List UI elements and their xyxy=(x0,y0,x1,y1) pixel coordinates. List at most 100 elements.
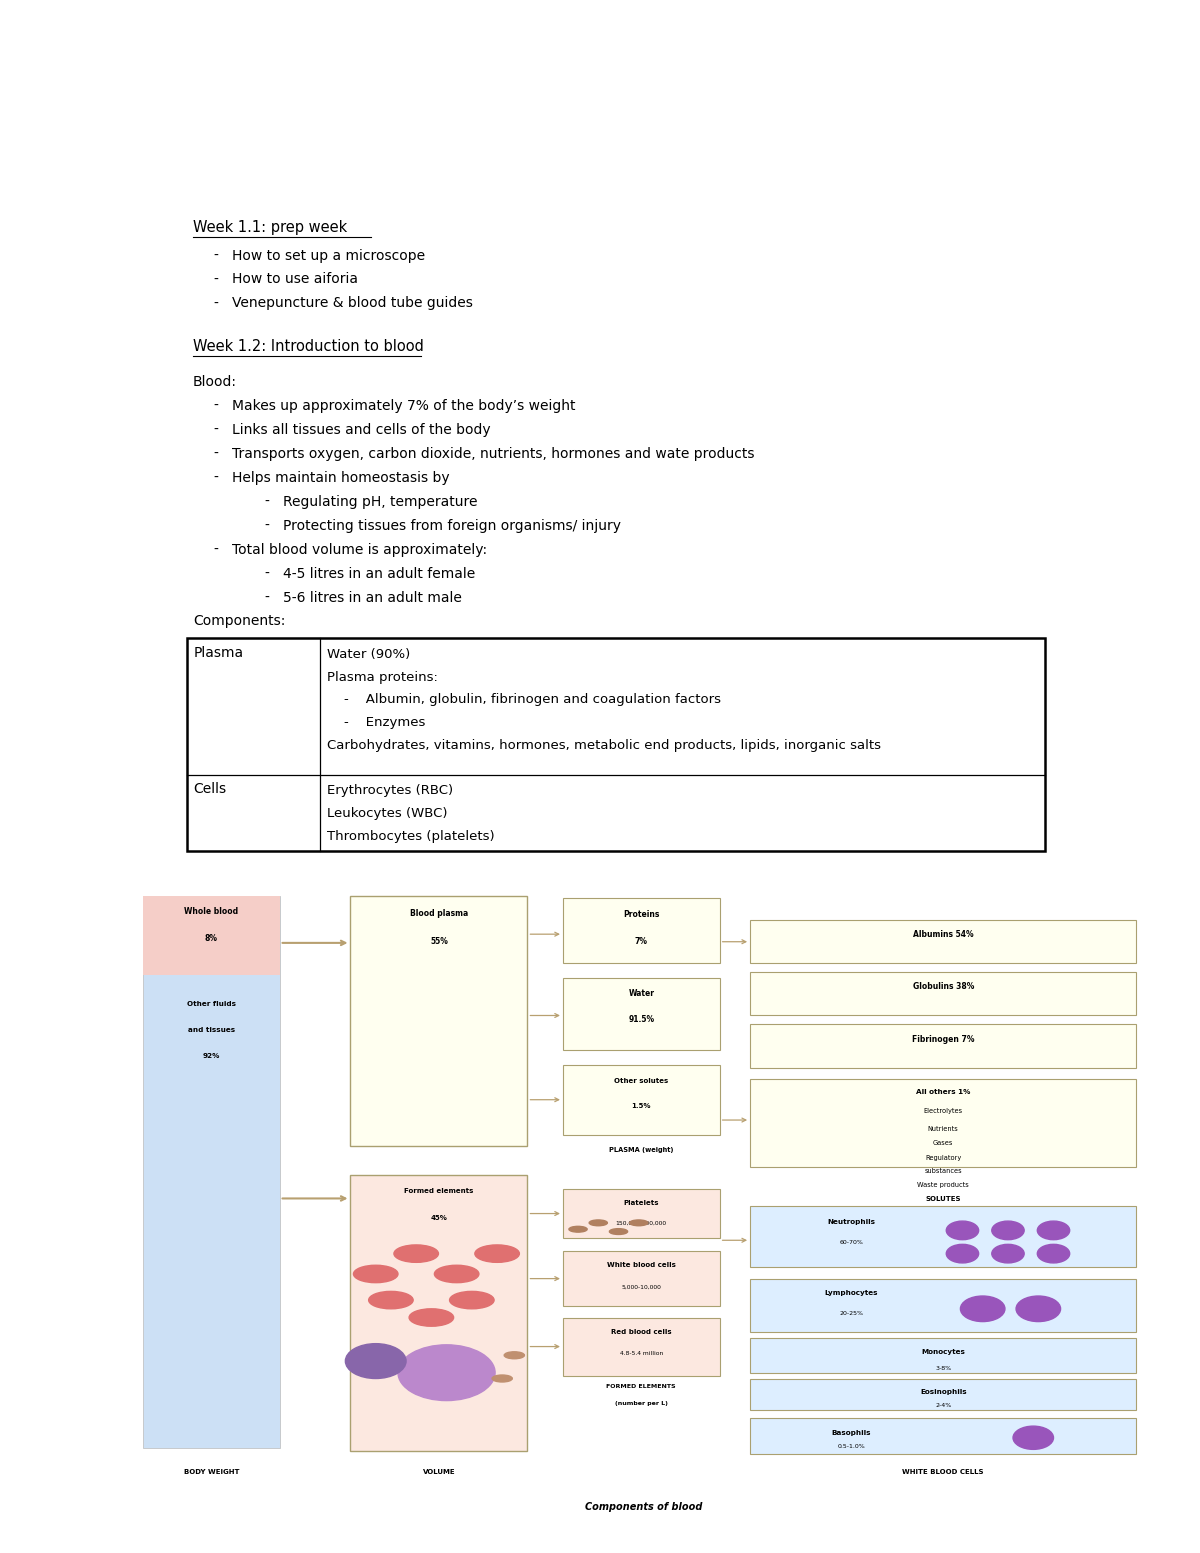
Circle shape xyxy=(1037,1244,1069,1263)
Text: Water (90%): Water (90%) xyxy=(326,648,410,662)
Bar xyxy=(750,1025,1136,1068)
Text: Erythrocytes (RBC): Erythrocytes (RBC) xyxy=(326,784,452,797)
Text: Globulins 38%: Globulins 38% xyxy=(912,983,974,991)
Text: VOLUME: VOLUME xyxy=(422,1469,455,1474)
Text: -    Albumin, globulin, fibrinogen and coagulation factors: - Albumin, globulin, fibrinogen and coag… xyxy=(326,693,721,707)
Text: Waste products: Waste products xyxy=(917,1182,970,1188)
Text: 4.8-5.4 million: 4.8-5.4 million xyxy=(619,1351,662,1356)
Ellipse shape xyxy=(610,1228,628,1235)
Text: substances: substances xyxy=(924,1168,962,1174)
Text: Plasma proteins:: Plasma proteins: xyxy=(326,671,438,683)
Text: Proteins: Proteins xyxy=(623,910,660,919)
Text: 55%: 55% xyxy=(430,936,448,946)
Text: Platelets: Platelets xyxy=(624,1200,659,1207)
Ellipse shape xyxy=(630,1221,648,1225)
Ellipse shape xyxy=(492,1374,512,1382)
Circle shape xyxy=(1013,1426,1054,1449)
Text: 8%: 8% xyxy=(205,935,218,943)
Text: Nutrients: Nutrients xyxy=(928,1126,959,1132)
Bar xyxy=(750,1418,1136,1454)
Bar xyxy=(750,1337,1136,1373)
Text: -: - xyxy=(214,422,218,436)
Circle shape xyxy=(1037,1221,1069,1239)
Text: 150,000-400,000: 150,000-400,000 xyxy=(616,1221,667,1225)
Text: Leukocytes (WBC): Leukocytes (WBC) xyxy=(326,808,448,820)
Circle shape xyxy=(960,1297,1004,1322)
Text: 5-6 litres in an adult male: 5-6 litres in an adult male xyxy=(283,590,462,604)
Text: SOLUTES: SOLUTES xyxy=(925,1196,961,1202)
Text: Water: Water xyxy=(629,989,654,999)
Text: -: - xyxy=(264,590,269,604)
Text: -: - xyxy=(264,519,269,533)
Bar xyxy=(143,896,280,1449)
Ellipse shape xyxy=(450,1292,494,1309)
Ellipse shape xyxy=(569,1227,587,1232)
Text: and tissues: and tissues xyxy=(187,1027,235,1033)
Circle shape xyxy=(947,1221,979,1239)
Text: How to use aiforia: How to use aiforia xyxy=(232,272,358,286)
Text: WHITE BLOOD CELLS: WHITE BLOOD CELLS xyxy=(902,1469,984,1474)
Text: Albumins 54%: Albumins 54% xyxy=(913,930,973,940)
Text: Makes up approximately 7% of the body’s weight: Makes up approximately 7% of the body’s … xyxy=(232,399,575,413)
Text: Plasma: Plasma xyxy=(193,1328,260,1346)
Text: -: - xyxy=(214,471,218,485)
Text: 7%: 7% xyxy=(635,936,648,946)
Bar xyxy=(750,972,1136,1016)
Text: Other fluids: Other fluids xyxy=(187,1002,236,1006)
Text: Lymphocytes: Lymphocytes xyxy=(824,1291,878,1297)
Circle shape xyxy=(398,1345,496,1401)
Ellipse shape xyxy=(354,1266,398,1283)
Bar xyxy=(750,919,1136,963)
Text: -: - xyxy=(214,248,218,262)
Ellipse shape xyxy=(589,1221,607,1225)
Text: Plasma: Plasma xyxy=(193,646,244,660)
Ellipse shape xyxy=(434,1266,479,1283)
Ellipse shape xyxy=(409,1309,454,1326)
Text: Transports oxygen, carbon dioxide, nutrients, hormones and wate products: Transports oxygen, carbon dioxide, nutri… xyxy=(232,447,755,461)
Ellipse shape xyxy=(475,1246,520,1263)
Bar xyxy=(563,1188,720,1238)
Text: 4-5 litres in an adult female: 4-5 litres in an adult female xyxy=(283,567,475,581)
Bar xyxy=(750,1278,1136,1332)
Text: -: - xyxy=(214,447,218,461)
Bar xyxy=(350,896,528,1146)
Text: Components of blood: Components of blood xyxy=(586,1502,702,1511)
Text: Neutrophils: Neutrophils xyxy=(827,1219,875,1225)
Text: Venepuncture & blood tube guides: Venepuncture & blood tube guides xyxy=(232,297,473,311)
Text: Other solutes: Other solutes xyxy=(614,1078,668,1084)
Ellipse shape xyxy=(368,1292,413,1309)
Text: 91.5%: 91.5% xyxy=(629,1016,654,1025)
Circle shape xyxy=(346,1343,406,1379)
Text: 5,000-10,000: 5,000-10,000 xyxy=(622,1284,661,1289)
Text: Basophils: Basophils xyxy=(832,1430,871,1435)
Circle shape xyxy=(991,1221,1024,1239)
Bar xyxy=(563,1250,720,1306)
Bar xyxy=(563,898,720,963)
Text: PLASMA (weight): PLASMA (weight) xyxy=(610,1148,673,1154)
Bar xyxy=(187,638,1045,851)
Text: Thrombocytes (platelets): Thrombocytes (platelets) xyxy=(326,829,494,843)
Text: Eosinophils: Eosinophils xyxy=(920,1388,966,1395)
Text: 45%: 45% xyxy=(431,1214,448,1221)
Text: All others 1%: All others 1% xyxy=(916,1089,971,1095)
Ellipse shape xyxy=(504,1351,524,1359)
Text: Blood plasma: Blood plasma xyxy=(410,909,468,918)
Text: FORMED ELEMENTS: FORMED ELEMENTS xyxy=(606,1384,676,1390)
Text: -: - xyxy=(214,542,218,556)
Text: -: - xyxy=(214,399,218,413)
Text: Regulatory: Regulatory xyxy=(925,1155,961,1162)
Text: Formed elements: Formed elements xyxy=(404,1188,474,1194)
Circle shape xyxy=(947,1244,979,1263)
Text: 20-25%: 20-25% xyxy=(839,1311,863,1315)
Text: Red blood cells: Red blood cells xyxy=(611,1329,672,1336)
Text: -: - xyxy=(264,495,269,509)
Text: Components:: Components: xyxy=(193,615,286,629)
Bar xyxy=(143,896,280,975)
Text: Total blood volume is approximately:: Total blood volume is approximately: xyxy=(232,542,487,556)
Bar xyxy=(750,1207,1136,1267)
Text: -: - xyxy=(214,297,218,311)
Text: White blood cells: White blood cells xyxy=(607,1263,676,1269)
Bar xyxy=(563,1065,720,1135)
Text: -    Enzymes: - Enzymes xyxy=(326,716,425,728)
Text: Whole blood: Whole blood xyxy=(185,907,239,916)
